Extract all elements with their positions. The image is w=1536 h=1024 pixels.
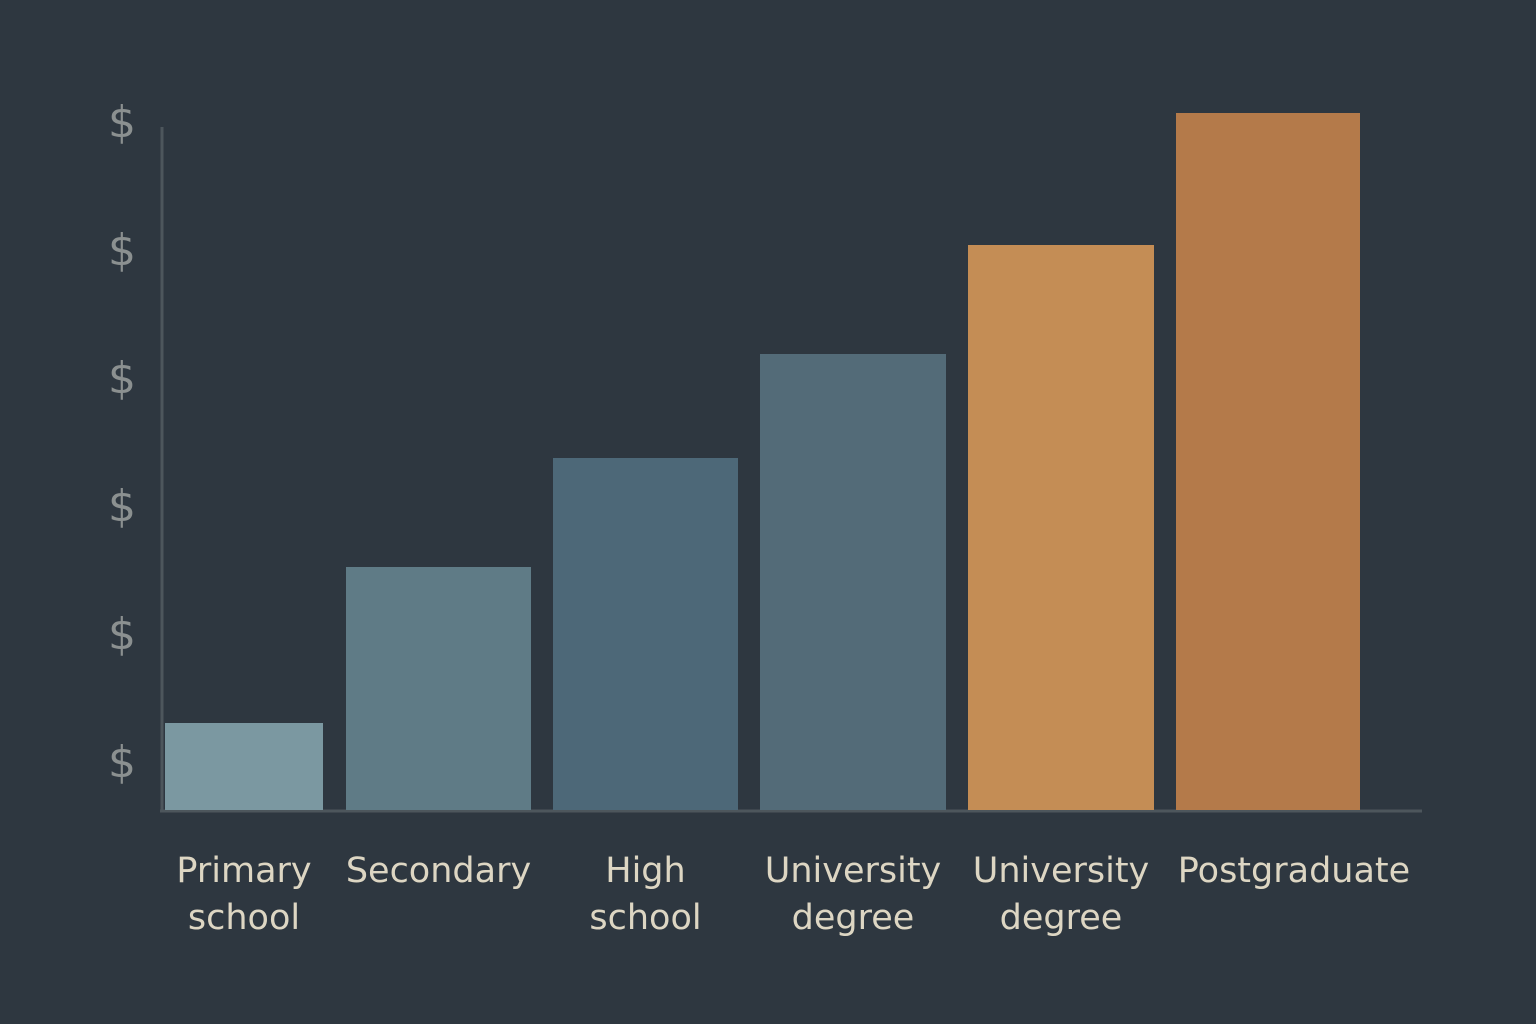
bar [1176, 113, 1360, 810]
y-tick-label: $ [108, 737, 136, 788]
y-tick-label: $ [108, 481, 136, 532]
x-tick-label: High school [589, 851, 702, 938]
y-tick-label: $ [108, 225, 136, 276]
y-tick-label: $ [108, 609, 136, 660]
bar [346, 567, 531, 810]
bar [968, 245, 1154, 810]
x-tick-label: Secondary [345, 851, 532, 891]
bar [553, 458, 738, 810]
x-tick-label: Postgraduate [1177, 851, 1411, 891]
x-tick-label: University degree [972, 851, 1150, 938]
bar [165, 723, 323, 810]
x-tick-label: Primary school [176, 851, 312, 938]
bar [760, 354, 946, 810]
y-tick-label: $ [108, 97, 136, 148]
x-tick-label: University degree [764, 851, 942, 938]
y-tick-label: $ [108, 353, 136, 404]
